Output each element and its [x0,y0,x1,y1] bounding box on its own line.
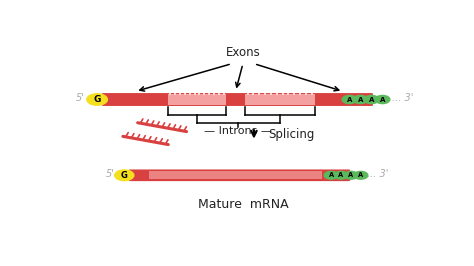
Text: G: G [93,95,101,104]
Circle shape [353,95,368,103]
Text: ... 3': ... 3' [367,169,389,179]
Text: A: A [369,97,374,102]
FancyBboxPatch shape [245,94,315,105]
Text: G: G [121,171,128,180]
Circle shape [344,171,358,179]
Text: A: A [358,172,364,178]
Text: A: A [347,97,352,102]
Circle shape [364,95,379,103]
Text: A: A [328,172,334,178]
Text: Splicing: Splicing [269,128,315,141]
Circle shape [115,170,134,181]
Circle shape [87,94,108,105]
FancyBboxPatch shape [128,169,350,181]
Text: — Introns —: — Introns — [204,126,273,136]
FancyBboxPatch shape [168,94,227,105]
Circle shape [375,95,390,103]
Text: 5': 5' [76,93,85,103]
Text: Mature  mRNA: Mature mRNA [198,198,288,211]
Text: A: A [380,97,385,102]
Text: Exons: Exons [226,46,260,59]
Text: A: A [348,172,354,178]
Text: ... 3': ... 3' [392,93,413,103]
Circle shape [342,95,357,103]
Circle shape [334,171,348,179]
FancyBboxPatch shape [102,93,373,106]
FancyBboxPatch shape [149,171,322,179]
Circle shape [324,171,338,179]
Text: A: A [338,172,344,178]
Text: A: A [358,97,363,102]
Circle shape [354,171,368,179]
Text: 5': 5' [106,169,114,179]
